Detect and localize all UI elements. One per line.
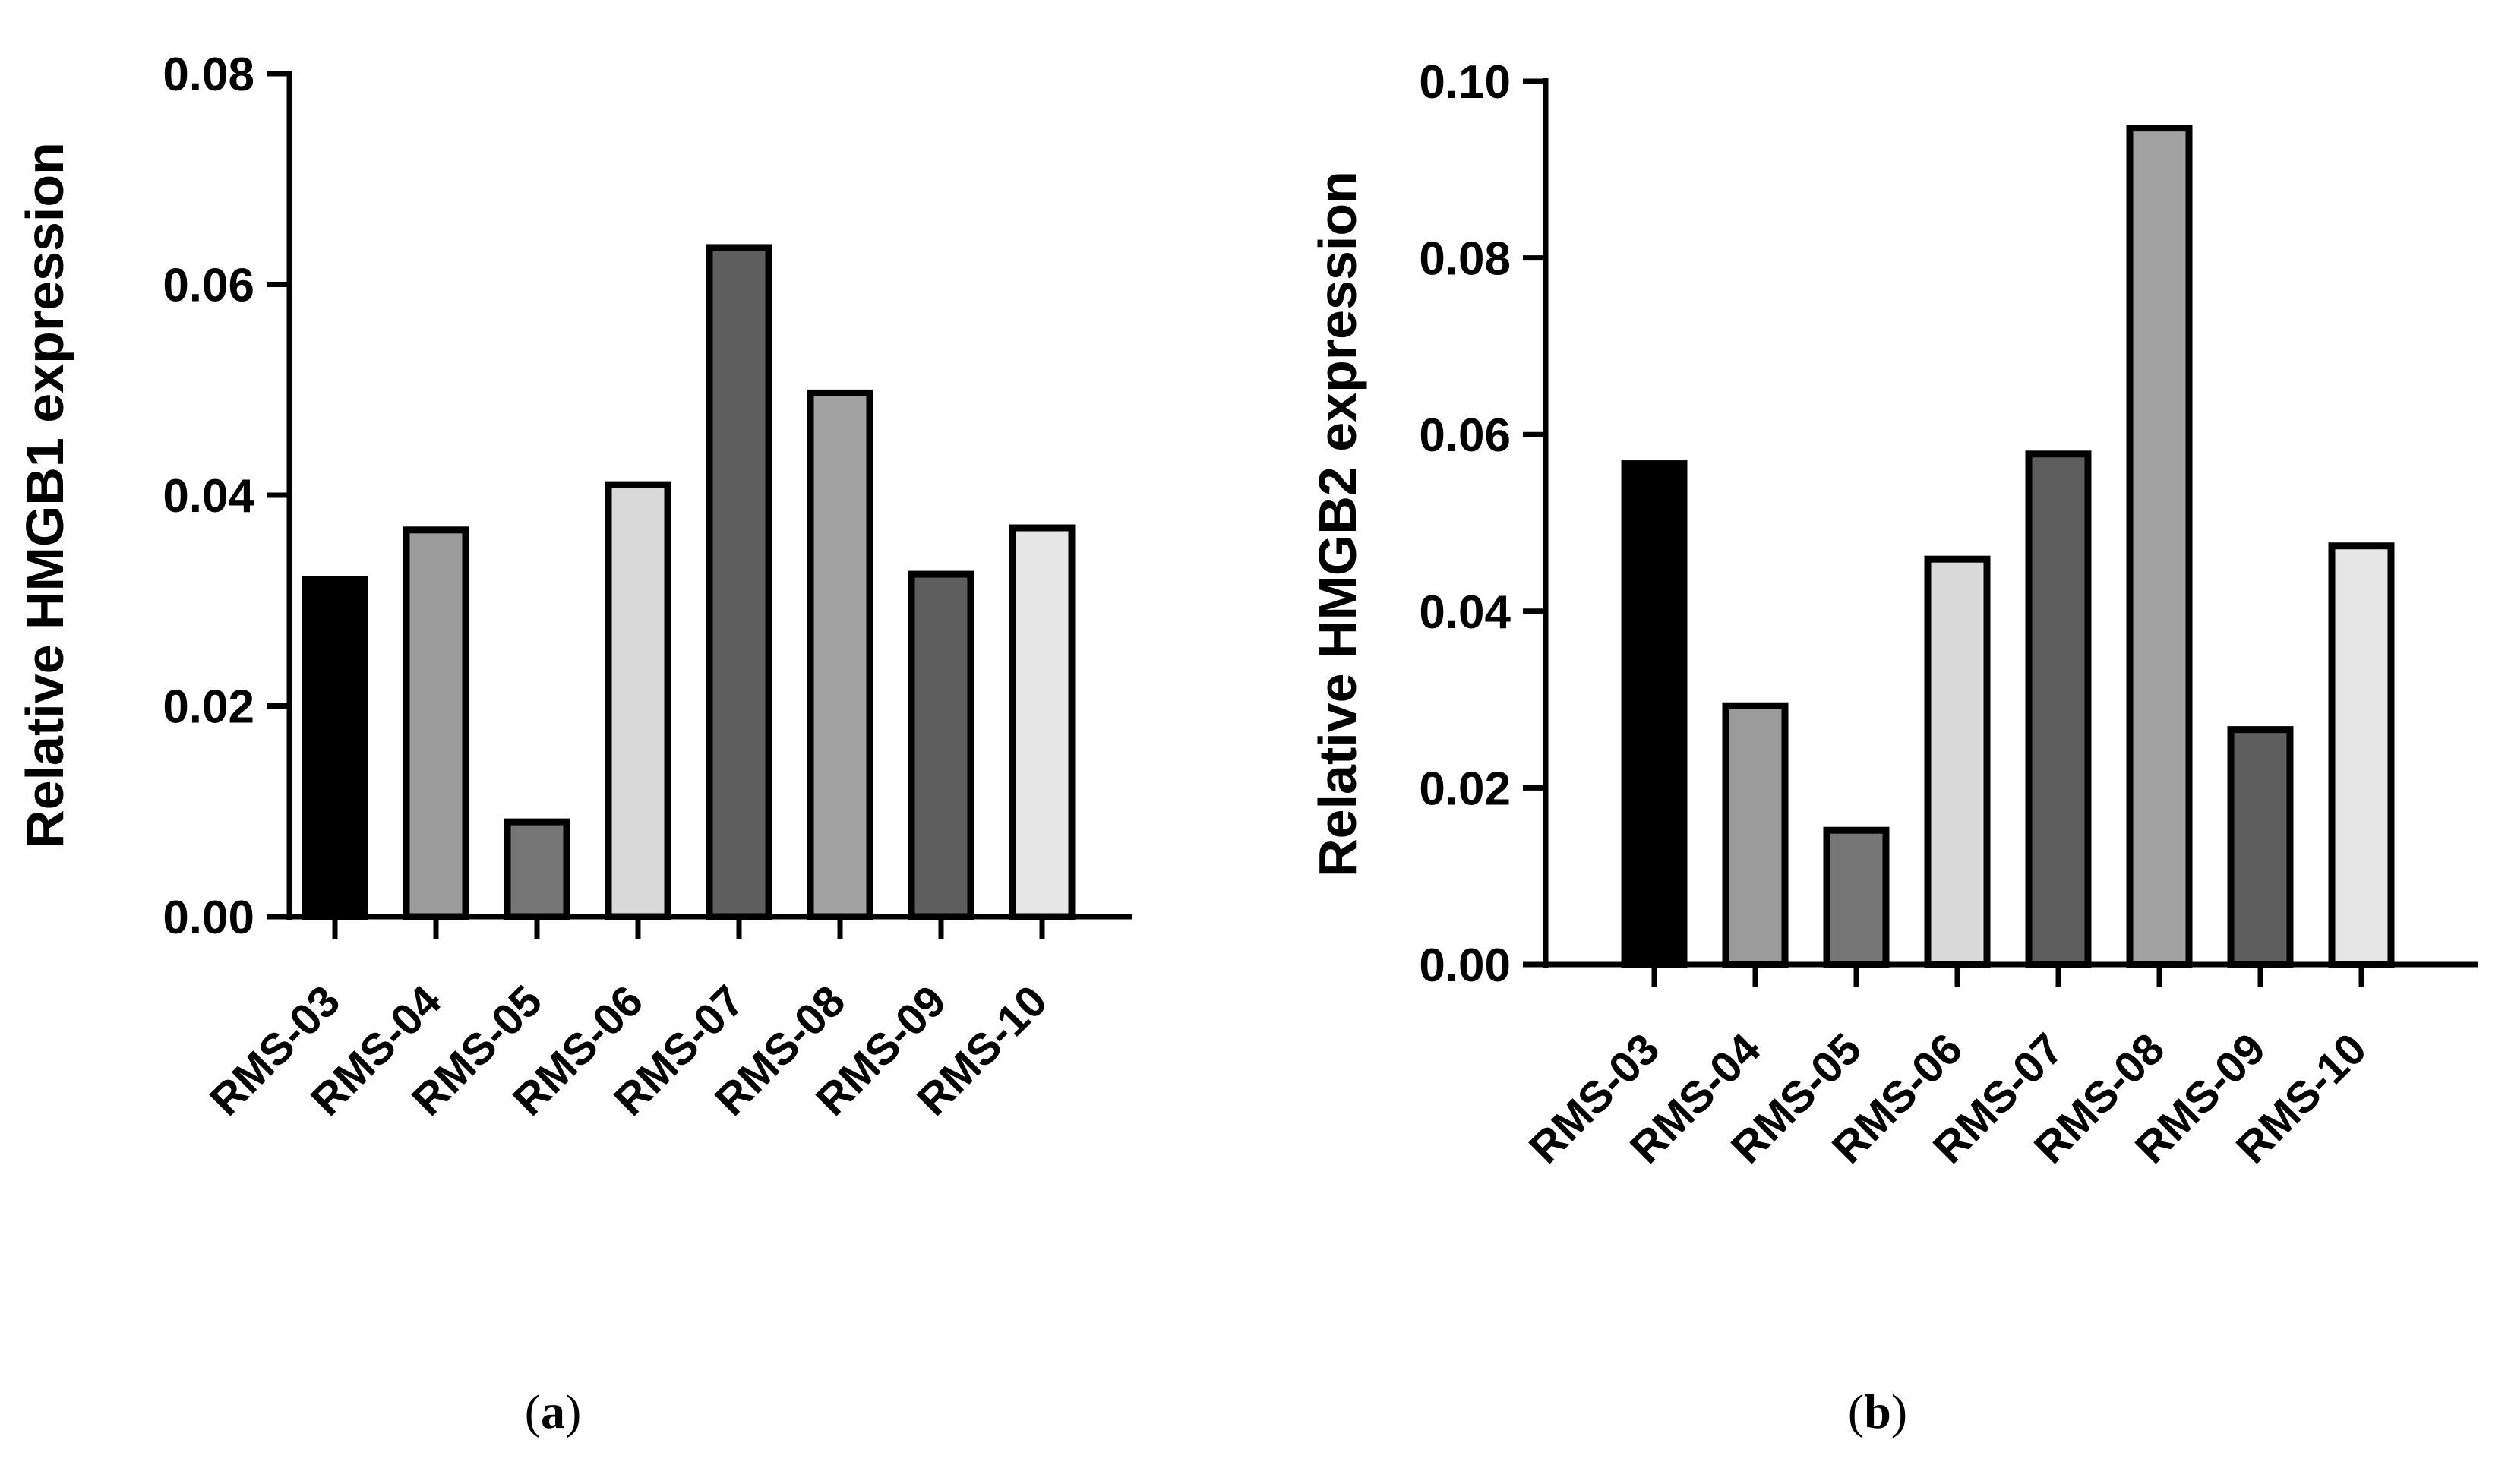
chart-panel-b: 0.000.020.040.060.080.10RMS-03RMS-04RMS-… xyxy=(1308,56,2478,1438)
panel-b-bar-rms-09 xyxy=(2227,726,2294,968)
panel-b-caption-letter: b xyxy=(1864,1385,1891,1438)
chart-panel-a: 0.000.020.040.060.08RMS-03RMS-04RMS-05RM… xyxy=(15,49,1132,1438)
panel-b-y-tick-label: 0.04 xyxy=(1419,586,1511,639)
panel-b-y-tick-label: 0.00 xyxy=(1419,939,1511,992)
panel-a-y-tick-label: 0.06 xyxy=(163,260,254,312)
panel-b-caption: (b) xyxy=(1848,1385,1907,1438)
panel-b-bar-rms-07 xyxy=(2025,450,2092,968)
panel-b-y-tick-label: 0.10 xyxy=(1419,56,1511,109)
panel-a-caption-letter: a xyxy=(541,1385,565,1438)
panel-a-bar-rms-09 xyxy=(908,570,974,920)
panel-b-bar-rms-05 xyxy=(1823,826,1890,968)
panel-a-caption: (a) xyxy=(525,1385,582,1438)
panel-b-bar-rms-06 xyxy=(1924,555,1991,968)
panel-a-y-tick-label: 0.08 xyxy=(163,49,254,101)
panel-b-y-axis-title: Relative HMGB2 expression xyxy=(1308,171,1367,877)
panel-a-bar-rms-08 xyxy=(807,389,873,920)
panel-b-bar-rms-03 xyxy=(1621,460,1688,968)
panel-a-y-axis-title: Relative HMGB1 expression xyxy=(15,142,74,848)
panel-a-bar-rms-04 xyxy=(403,526,469,920)
panel-b-bar-rms-10 xyxy=(2328,542,2395,968)
panel-a-bar-rms-10 xyxy=(1009,524,1076,920)
panel-a-bar-rms-03 xyxy=(302,576,368,920)
panel-a-y-tick-label: 0.04 xyxy=(163,470,254,523)
panel-a-bar-rms-05 xyxy=(504,818,570,920)
panel-a-y-tick-label: 0.00 xyxy=(163,892,254,944)
panel-a-bar-rms-06 xyxy=(605,481,671,920)
panel-b-y-tick-label: 0.08 xyxy=(1419,233,1511,286)
panel-a-bar-rms-07 xyxy=(706,244,772,920)
panel-b-bar-rms-04 xyxy=(1722,702,1789,968)
panel-b-bar-rms-08 xyxy=(2126,125,2193,968)
panel-a-y-tick-label: 0.02 xyxy=(163,681,254,734)
panel-b-y-tick-label: 0.02 xyxy=(1419,763,1511,815)
panel-b-y-tick-label: 0.06 xyxy=(1419,409,1511,462)
